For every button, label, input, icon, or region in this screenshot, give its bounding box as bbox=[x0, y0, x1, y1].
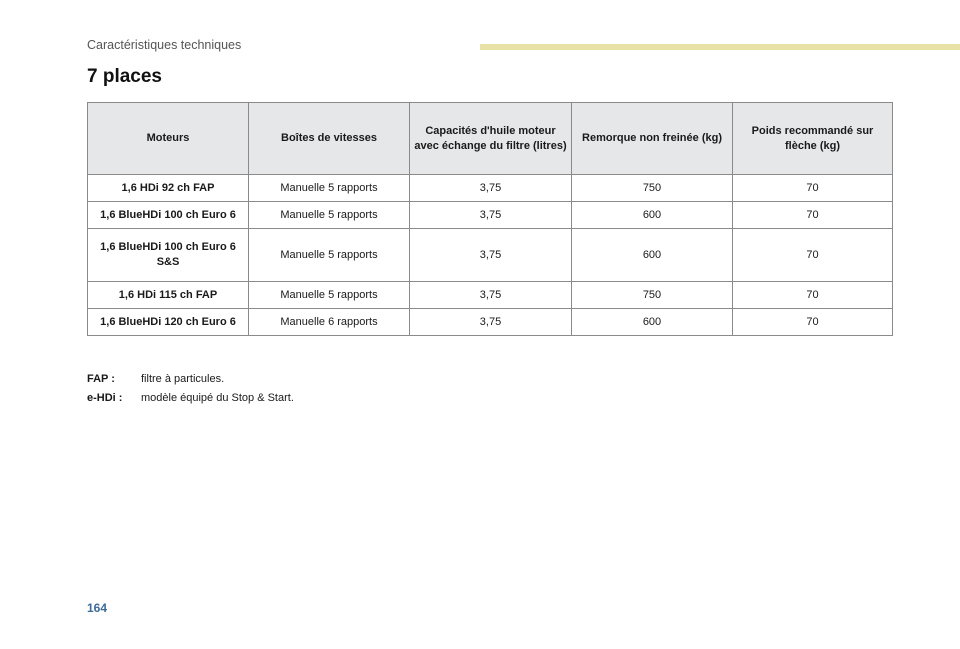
gearbox-cell: Manuelle 5 rapports bbox=[248, 174, 410, 202]
header-accent-bar bbox=[480, 44, 960, 50]
column-header-gearboxes: Boîtes de vitesses bbox=[248, 102, 410, 175]
footnote-definition: filtre à particules. bbox=[141, 372, 225, 385]
gearbox-cell: Manuelle 5 rapports bbox=[248, 281, 410, 309]
engine-cell: 1,6 HDi 115 ch FAP bbox=[87, 281, 249, 309]
table-row: 1,6 HDi 92 ch FAP Manuelle 5 rapports 3,… bbox=[87, 174, 893, 202]
column-header-unbraked-trailer: Remorque non freinée (kg) bbox=[571, 102, 733, 175]
table-row: 1,6 BlueHDi 100 ch Euro 6 S&S Manuelle 5… bbox=[87, 228, 893, 282]
gearbox-cell: Manuelle 5 rapports bbox=[248, 228, 410, 282]
unbraked-trailer-cell: 600 bbox=[571, 308, 733, 336]
column-header-oil-capacity: Capacités d'huile moteur avec échange du… bbox=[409, 102, 572, 175]
table-row: 1,6 BlueHDi 100 ch Euro 6 Manuelle 5 rap… bbox=[87, 201, 893, 229]
footnote-definition: modèle équipé du Stop & Start. bbox=[141, 391, 294, 404]
engine-cell: 1,6 HDi 92 ch FAP bbox=[87, 174, 249, 202]
unbraked-trailer-cell: 600 bbox=[571, 201, 733, 229]
oil-capacity-cell: 3,75 bbox=[409, 228, 572, 282]
gearbox-cell: Manuelle 5 rapports bbox=[248, 201, 410, 229]
page-title: 7 places bbox=[87, 66, 162, 87]
oil-capacity-cell: 3,75 bbox=[409, 174, 572, 202]
nose-weight-cell: 70 bbox=[732, 174, 893, 202]
footnotes: FAP : filtre à particules. e-HDi : modèl… bbox=[87, 369, 294, 407]
footnote: e-HDi : modèle équipé du Stop & Start. bbox=[87, 388, 294, 407]
footnote: FAP : filtre à particules. bbox=[87, 369, 294, 388]
unbraked-trailer-cell: 750 bbox=[571, 281, 733, 309]
column-header-engines: Moteurs bbox=[87, 102, 249, 175]
table-row: 1,6 HDi 115 ch FAP Manuelle 5 rapports 3… bbox=[87, 281, 893, 309]
engine-cell: 1,6 BlueHDi 100 ch Euro 6 S&S bbox=[87, 228, 249, 282]
specifications-table: Moteurs Boîtes de vitesses Capacités d'h… bbox=[87, 102, 893, 336]
table-row: 1,6 BlueHDi 120 ch Euro 6 Manuelle 6 rap… bbox=[87, 308, 893, 336]
unbraked-trailer-cell: 600 bbox=[571, 228, 733, 282]
nose-weight-cell: 70 bbox=[732, 228, 893, 282]
gearbox-cell: Manuelle 6 rapports bbox=[248, 308, 410, 336]
section-header: Caractéristiques techniques bbox=[87, 38, 242, 52]
engine-cell: 1,6 BlueHDi 120 ch Euro 6 bbox=[87, 308, 249, 336]
oil-capacity-cell: 3,75 bbox=[409, 308, 572, 336]
engine-cell: 1,6 BlueHDi 100 ch Euro 6 bbox=[87, 201, 249, 229]
oil-capacity-cell: 3,75 bbox=[409, 201, 572, 229]
nose-weight-cell: 70 bbox=[732, 308, 893, 336]
table-header-row: Moteurs Boîtes de vitesses Capacités d'h… bbox=[87, 102, 893, 175]
page-number: 164 bbox=[87, 601, 108, 615]
unbraked-trailer-cell: 750 bbox=[571, 174, 733, 202]
oil-capacity-cell: 3,75 bbox=[409, 281, 572, 309]
nose-weight-cell: 70 bbox=[732, 281, 893, 309]
column-header-nose-weight: Poids recommandé sur flèche (kg) bbox=[732, 102, 893, 175]
footnote-term: e-HDi : bbox=[87, 391, 123, 404]
nose-weight-cell: 70 bbox=[732, 201, 893, 229]
footnote-term: FAP : bbox=[87, 372, 115, 385]
